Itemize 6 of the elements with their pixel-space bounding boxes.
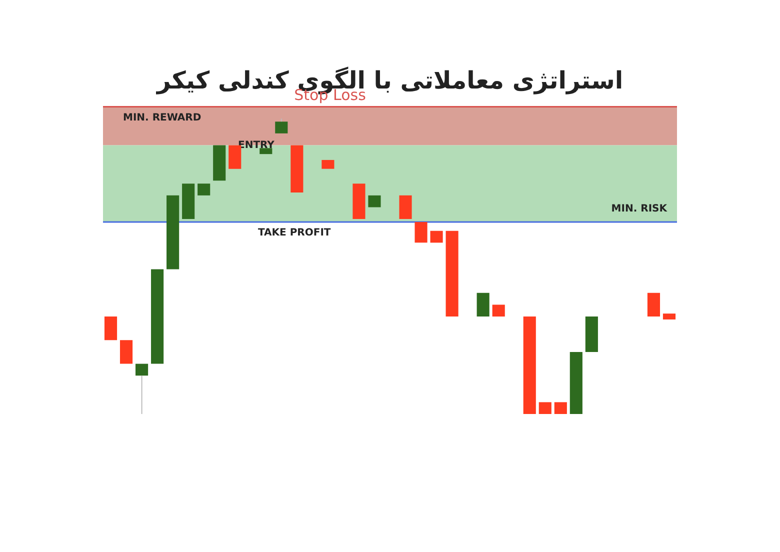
ref-line-label: TAKE PROFIT xyxy=(258,228,331,239)
band-label: MIN. REWARD xyxy=(123,112,202,124)
candlestick xyxy=(136,364,148,414)
candlestick xyxy=(275,118,288,134)
annotation: ENTRY xyxy=(238,140,276,151)
band-label: MIN. RISK xyxy=(611,204,668,215)
